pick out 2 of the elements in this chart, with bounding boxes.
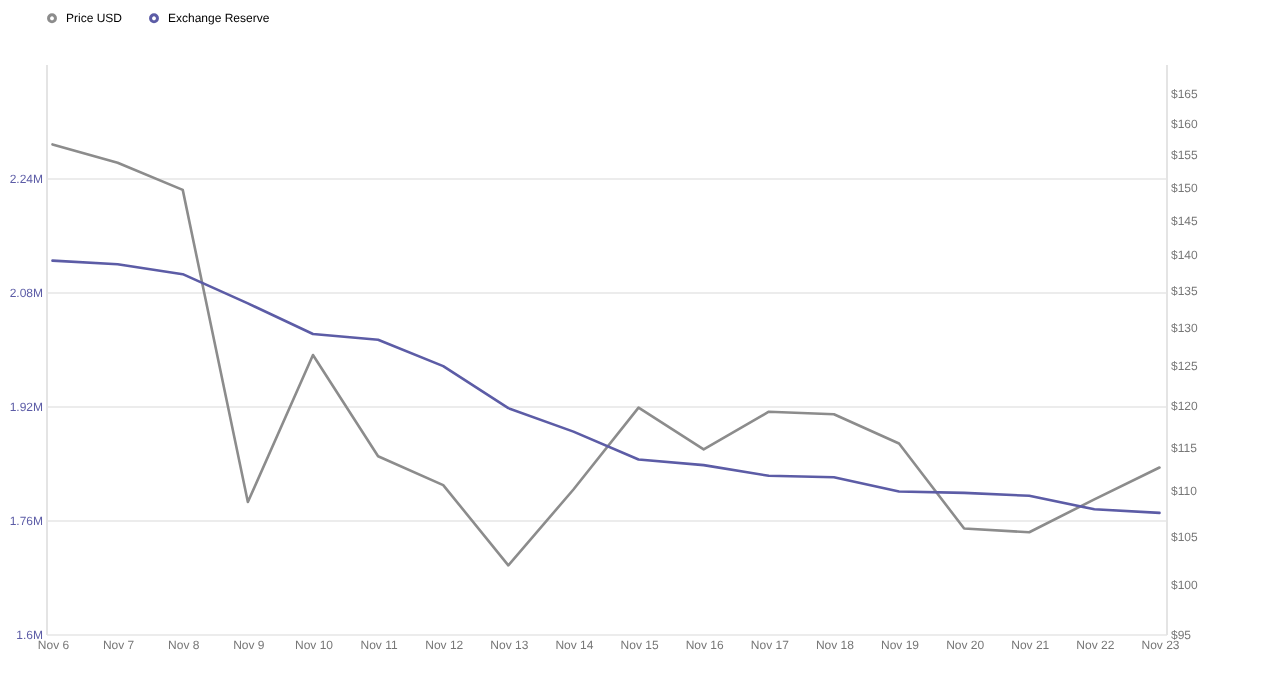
line-series bbox=[51, 259, 1161, 515]
line-series bbox=[51, 143, 1161, 567]
